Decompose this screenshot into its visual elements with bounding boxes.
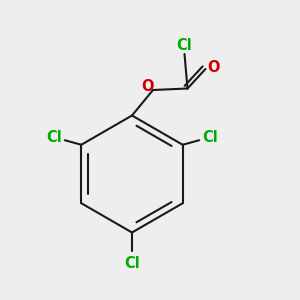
Text: Cl: Cl xyxy=(46,130,62,145)
Text: Cl: Cl xyxy=(124,256,140,271)
Text: O: O xyxy=(141,79,154,94)
Text: O: O xyxy=(207,60,219,75)
Text: Cl: Cl xyxy=(202,130,218,145)
Text: Cl: Cl xyxy=(177,38,192,53)
